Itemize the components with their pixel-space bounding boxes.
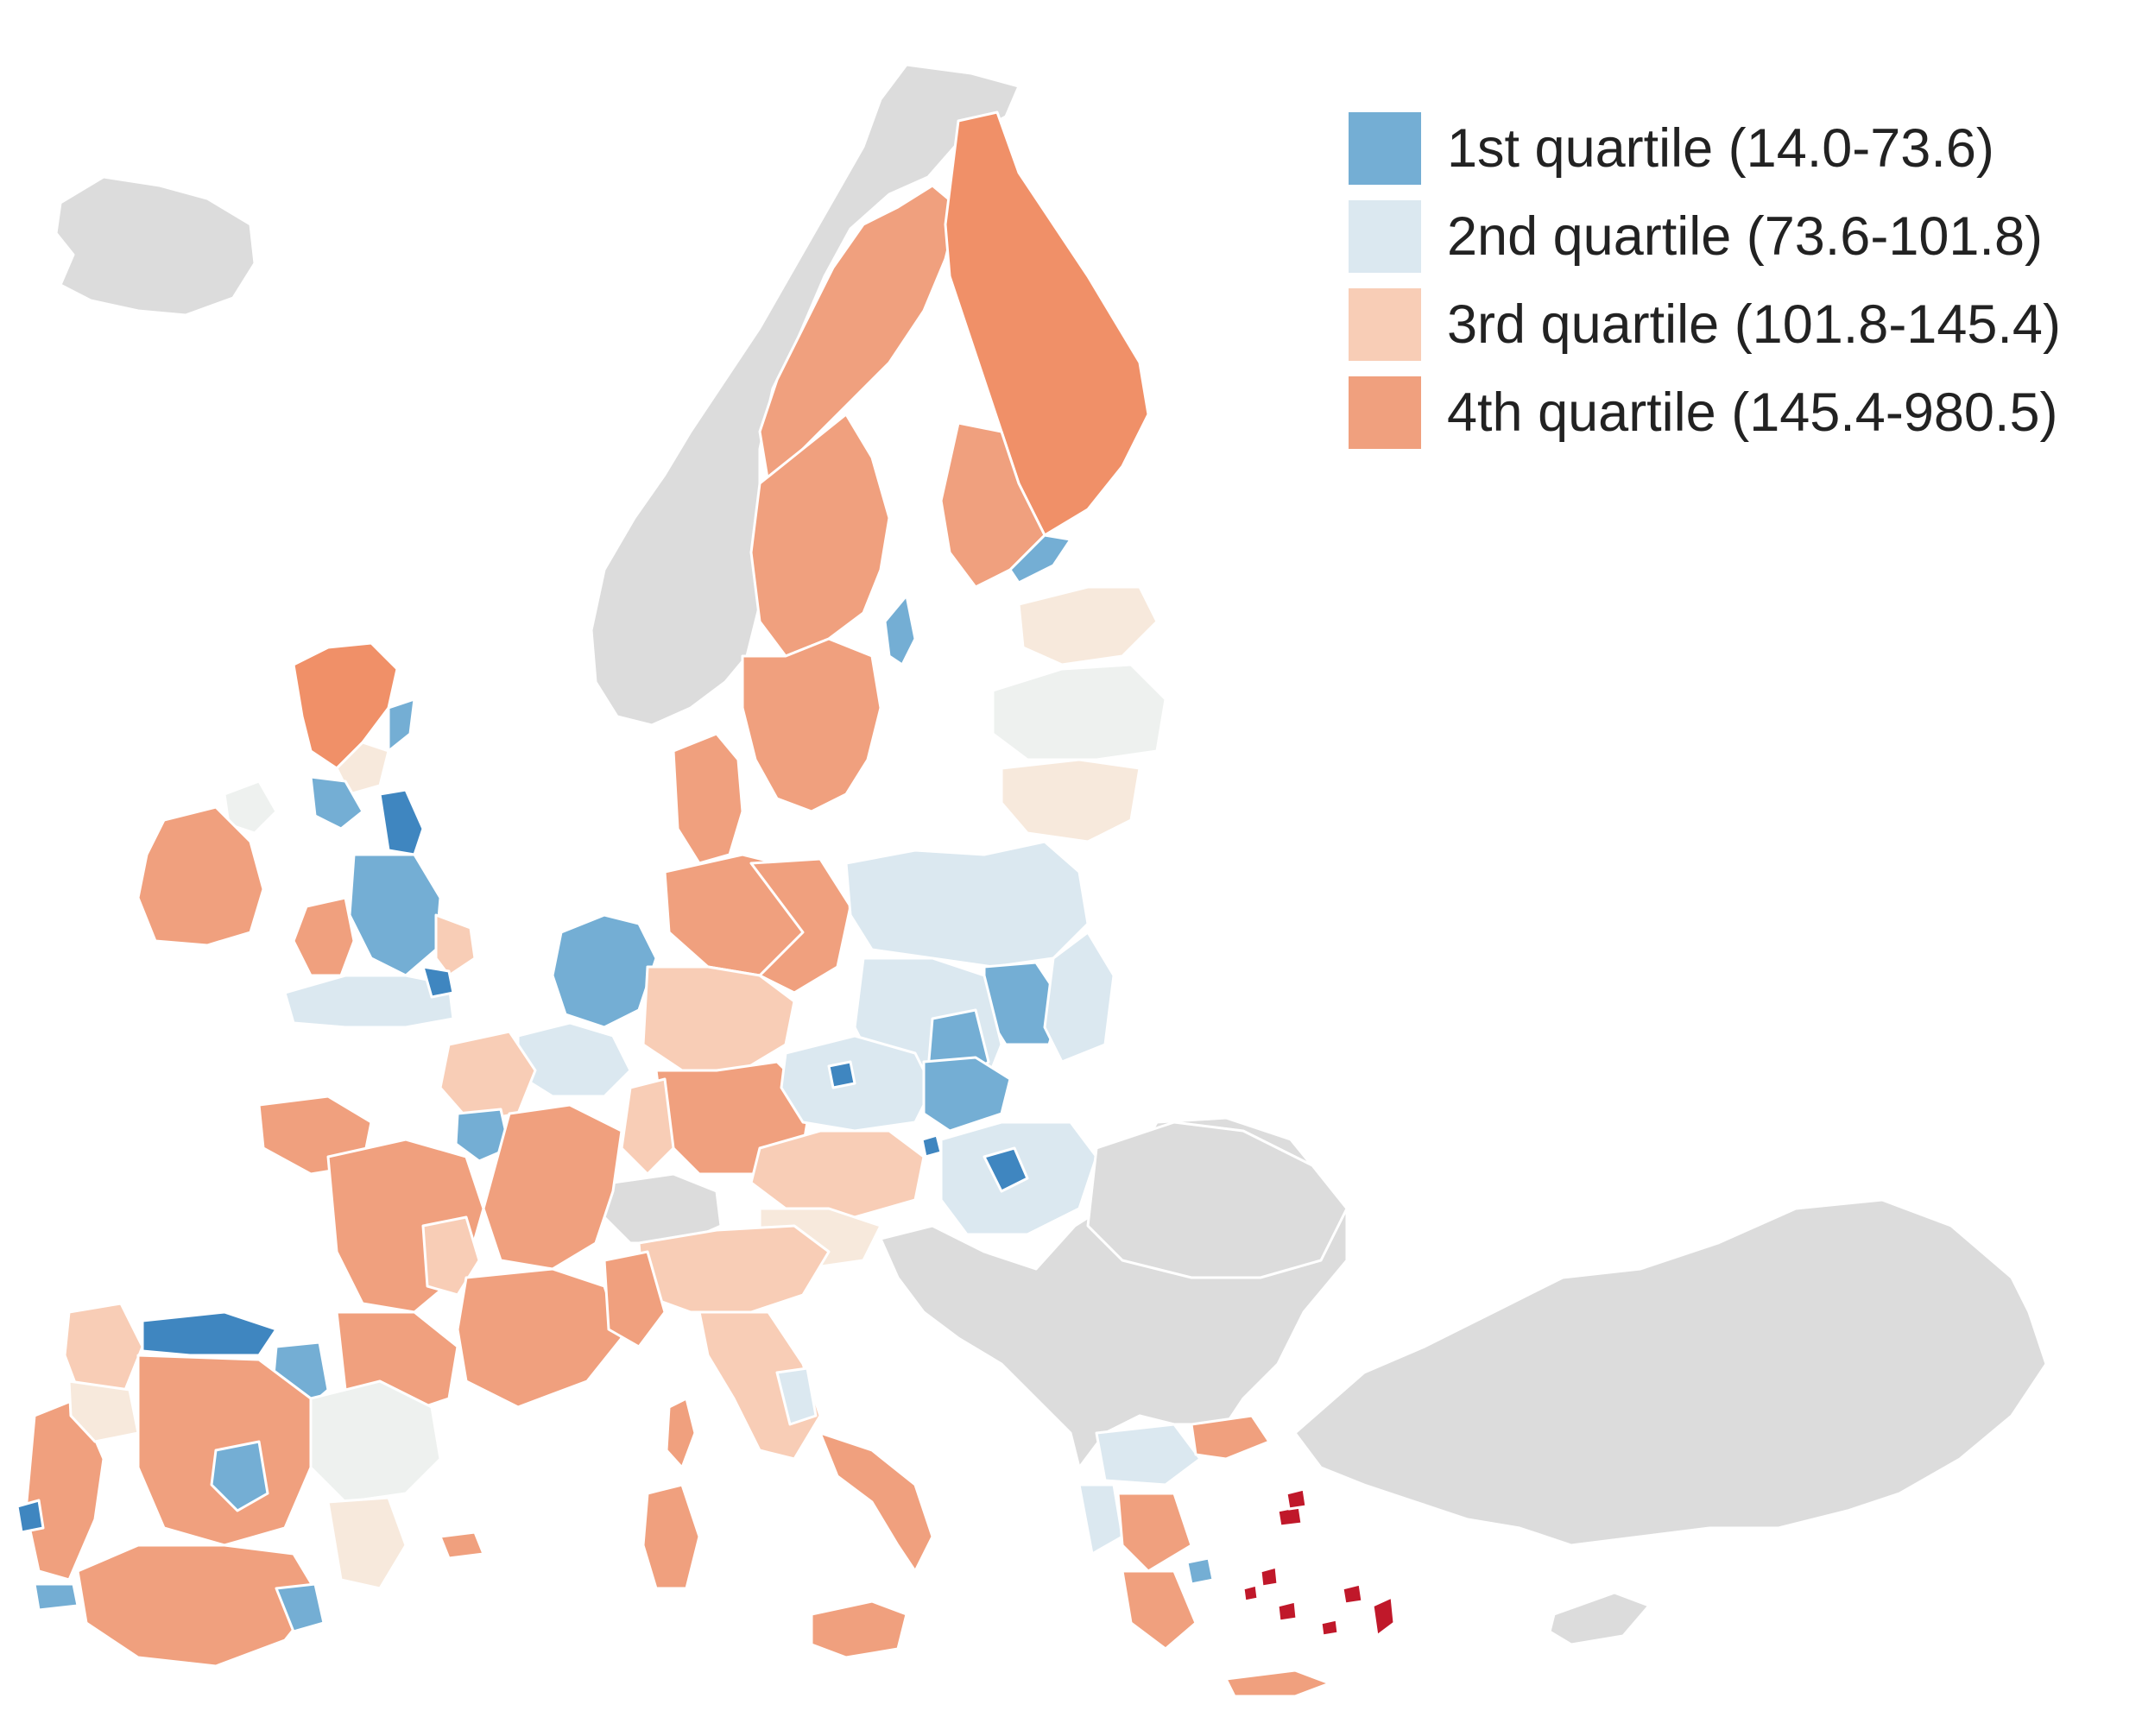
- norway-region: [590, 63, 1020, 727]
- poland-north: [844, 840, 1090, 969]
- map-legend: 1st quartile (14.0-73.6) 2nd quartile (7…: [1349, 112, 2061, 464]
- legend-label-q1: 1st quartile (14.0-73.6): [1447, 118, 1994, 179]
- aegean-island-rhodes: [1371, 1595, 1396, 1638]
- poland-east: [1043, 931, 1115, 1064]
- crete-region: [1224, 1669, 1331, 1698]
- spain-north: [141, 1310, 278, 1357]
- greece-central: [1116, 1492, 1193, 1573]
- sweden-south: [741, 637, 882, 813]
- greece-thrace: [1190, 1414, 1271, 1461]
- balearic-islands: [439, 1531, 485, 1560]
- spain-valencia: [326, 1496, 408, 1590]
- italy-south: [818, 1431, 934, 1573]
- aegean-island-lesbos: [1285, 1487, 1308, 1511]
- england-south: [283, 974, 455, 1029]
- belgium-region: [516, 1021, 632, 1098]
- romania-region: [1086, 1121, 1349, 1279]
- finland-north: [944, 110, 1150, 537]
- estonia-region: [1017, 585, 1159, 666]
- austria-vienna: [920, 1133, 943, 1158]
- legend-swatch-q4: [1349, 376, 1421, 449]
- legend-swatch-q2: [1349, 200, 1421, 273]
- aegean-island-kos: [1341, 1582, 1364, 1606]
- england-north: [378, 788, 425, 856]
- germany-southwest: [620, 1077, 675, 1176]
- corsica-region: [665, 1397, 697, 1469]
- legend-label-q4: 4th quartile (145.4-980.5): [1447, 382, 2058, 443]
- finland-helsinki: [1008, 533, 1072, 584]
- legend-item-q3: 3rd quartile (101.8-145.4): [1349, 288, 2061, 361]
- aegean-island-syros: [1242, 1583, 1260, 1603]
- spain-galicia: [63, 1302, 144, 1392]
- england-midlands: [348, 853, 442, 977]
- aegean-island-kalymnos: [1319, 1618, 1340, 1638]
- aegean-island-chios: [1259, 1565, 1280, 1588]
- austria-region: [749, 1129, 926, 1219]
- spain-madrid: [210, 1440, 269, 1512]
- england-east: [434, 913, 477, 977]
- london-region: [421, 965, 455, 999]
- czech-prague: [827, 1060, 856, 1089]
- scotland-highlands: [292, 641, 399, 770]
- portugal-north: [67, 1379, 140, 1443]
- france-paris: [454, 1108, 511, 1163]
- scotland-east: [387, 698, 416, 753]
- legend-swatch-q3: [1349, 288, 1421, 361]
- lithuania-region: [1000, 758, 1141, 843]
- denmark-region: [672, 732, 744, 865]
- wales-region: [292, 896, 356, 977]
- greece-peloponnese: [1121, 1569, 1197, 1651]
- spain-catalonia: [309, 1379, 442, 1504]
- ireland-region: [136, 805, 265, 947]
- sardinia-region: [641, 1483, 701, 1590]
- italy-rome: [775, 1367, 818, 1426]
- sweden-central: [749, 413, 891, 658]
- czech-region: [780, 1034, 934, 1133]
- italy-northwest: [603, 1250, 667, 1348]
- slovakia-region: [922, 1056, 1012, 1133]
- greece-north: [1095, 1423, 1202, 1487]
- portugal-south: [33, 1582, 79, 1612]
- netherlands-region: [551, 913, 658, 1029]
- greece-west: [1077, 1483, 1124, 1556]
- sicily-region: [810, 1600, 908, 1659]
- scotland-glasgow: [309, 775, 364, 830]
- portugal-lisbon: [16, 1499, 45, 1534]
- sweden-stockholm: [883, 594, 917, 666]
- spain-andalusia-east: [275, 1582, 325, 1633]
- cyprus-region: [1548, 1591, 1651, 1646]
- germany-berlin: [749, 857, 852, 994]
- france-east: [482, 1103, 623, 1271]
- legend-item-q2: 2nd quartile (73.6-101.8): [1349, 200, 2061, 273]
- aegean-island-naxos: [1276, 1600, 1298, 1623]
- germany-central: [641, 965, 796, 1072]
- france-southeast: [456, 1267, 623, 1409]
- legend-label-q3: 3rd quartile (101.8-145.4): [1447, 294, 2061, 355]
- legend-item-q1: 1st quartile (14.0-73.6): [1349, 112, 2061, 185]
- hungary-budapest: [983, 1146, 1029, 1193]
- iceland-region: [54, 175, 256, 317]
- latvia-region: [991, 663, 1167, 761]
- turkey-region: [1293, 1198, 2048, 1547]
- legend-item-q4: 4th quartile (145.4-980.5): [1349, 376, 2061, 449]
- italy-north: [637, 1224, 831, 1314]
- legend-label-q2: 2nd quartile (73.6-101.8): [1447, 206, 2043, 267]
- legend-swatch-q1: [1349, 112, 1421, 185]
- greece-athens: [1185, 1556, 1215, 1586]
